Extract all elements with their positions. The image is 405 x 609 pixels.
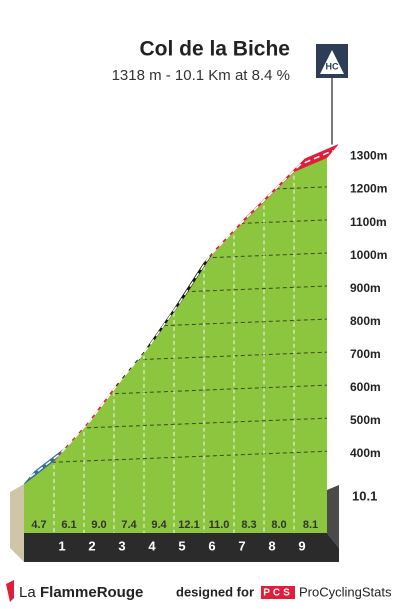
y-tick-label: 1000m — [350, 248, 387, 262]
y-tick-label: 600m — [350, 380, 381, 394]
gradient-label: 4.7 — [31, 519, 46, 531]
y-tick-label: 1200m — [350, 182, 387, 196]
y-tick-label: 1100m — [350, 215, 387, 229]
x-tick-label: 7 — [238, 538, 245, 553]
gradient-label: 8.0 — [271, 519, 286, 531]
y-tick-label: 800m — [350, 314, 381, 328]
chart-title: Col de la Biche — [139, 38, 290, 61]
x-tick-label: 8 — [268, 538, 275, 553]
plot: 400m 500m 600m 700m 800m 900m 1000m 1100m 1200m 1… — [10, 78, 387, 562]
gradient-label: 6.1 — [61, 519, 76, 531]
gradient-label: 9.0 — [91, 519, 106, 531]
gradient-label: 9.4 — [151, 519, 167, 531]
brand-icon — [6, 580, 14, 602]
pcs-name: ProCyclingStats — [299, 584, 392, 599]
gradient-label: 8.3 — [241, 519, 256, 531]
x-tick-label: 1 — [58, 538, 65, 553]
grid-line — [24, 449, 327, 465]
total-distance: 10.1 — [352, 488, 377, 503]
designed-for: designed for — [176, 584, 254, 599]
badge-mountain — [320, 50, 344, 74]
pcs-logo-box — [261, 586, 295, 599]
brand-prefix: La — [19, 584, 36, 601]
y-tick-label: 500m — [350, 413, 381, 427]
x-tick-label: 3 — [118, 538, 125, 553]
road-centerline — [29, 149, 334, 478]
y-tick-label: 1300m — [350, 149, 387, 163]
category-label: HC — [326, 61, 339, 71]
category-badge: HC — [316, 44, 348, 78]
km-band — [24, 533, 339, 562]
profile-area — [24, 157, 327, 533]
footer: La FlammeRouge designed for PCS ProCycli… — [6, 580, 392, 602]
x-tick-label: 5 — [178, 538, 185, 553]
chart-subtitle: 1318 m - 10.1 Km at 8.4 % — [112, 67, 290, 84]
gradient-label: 8.1 — [303, 519, 318, 531]
x-tick-label: 9 — [298, 538, 305, 553]
brand-name: FlammeRouge — [40, 584, 143, 601]
x-tick-label: 2 — [88, 538, 95, 553]
gradient-label: 7.4 — [121, 519, 137, 531]
side-face — [10, 484, 24, 562]
right-face — [327, 485, 339, 548]
gradient-label: 12.1 — [178, 519, 199, 531]
y-tick-label: 900m — [350, 281, 381, 295]
y-tick-label: 700m — [350, 347, 381, 361]
pcs-logo: PCS — [263, 588, 293, 599]
gradient-label: 11.0 — [209, 519, 230, 531]
x-tick-label: 6 — [208, 538, 215, 553]
y-tick-label: 400m — [350, 446, 381, 460]
x-tick-label: 4 — [148, 538, 156, 553]
